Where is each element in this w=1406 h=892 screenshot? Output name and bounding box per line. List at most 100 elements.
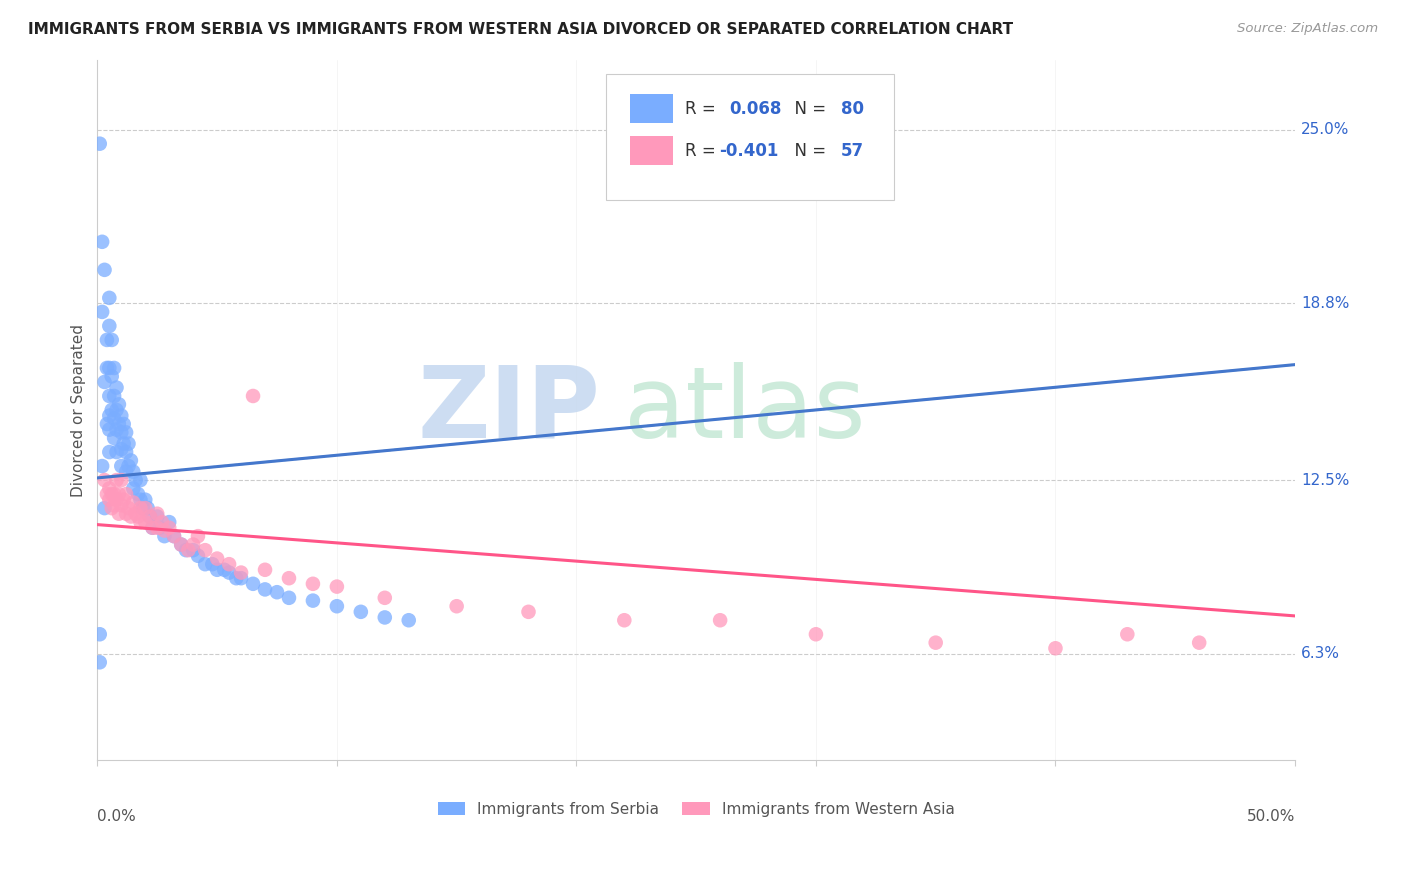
Point [134, 515, 156, 529]
Point [100, 333, 122, 347]
Point [112, 417, 135, 431]
Point [174, 543, 197, 558]
Point [218, 557, 240, 571]
Point [98, 389, 121, 403]
Point [91, 305, 114, 319]
Point [120, 509, 142, 524]
Text: ZIP: ZIP [418, 361, 600, 458]
Point [117, 436, 139, 450]
Text: 57: 57 [841, 142, 865, 160]
Point [120, 453, 142, 467]
Point [163, 529, 186, 543]
Point [96, 487, 118, 501]
Point [98, 445, 121, 459]
Point [1116, 627, 1139, 641]
Point [93, 473, 115, 487]
Point [115, 425, 138, 440]
Point [110, 425, 132, 440]
Point [134, 492, 156, 507]
Point [398, 613, 420, 627]
Point [374, 591, 396, 605]
Point [136, 501, 159, 516]
Point [98, 492, 121, 507]
Point [112, 492, 135, 507]
Point [108, 507, 131, 521]
Point [229, 566, 252, 580]
Point [110, 498, 132, 512]
Point [170, 537, 193, 551]
Point [115, 445, 138, 459]
Point [205, 551, 228, 566]
FancyBboxPatch shape [630, 94, 673, 123]
Point [124, 473, 146, 487]
Point [613, 613, 636, 627]
Text: 25.0%: 25.0% [1301, 122, 1350, 137]
Point [242, 389, 264, 403]
Text: R =: R = [685, 142, 721, 160]
Point [326, 580, 349, 594]
Point [98, 409, 121, 423]
Point [122, 465, 145, 479]
Text: atlas: atlas [624, 361, 866, 458]
Text: Source: ZipAtlas.com: Source: ZipAtlas.com [1237, 22, 1378, 36]
Point [93, 263, 115, 277]
Point [100, 501, 122, 516]
Point [139, 509, 162, 524]
Point [157, 515, 180, 529]
Point [103, 431, 125, 445]
Point [127, 509, 149, 524]
Point [181, 537, 204, 551]
Point [105, 473, 128, 487]
Text: 6.3%: 6.3% [1301, 647, 1340, 661]
Point [110, 409, 132, 423]
Point [153, 524, 176, 538]
Point [214, 563, 236, 577]
Point [105, 492, 128, 507]
Point [146, 521, 169, 535]
Point [129, 501, 152, 516]
Point [149, 521, 172, 535]
Point [89, 655, 111, 669]
Point [117, 501, 139, 516]
Point [446, 599, 468, 614]
Point [302, 576, 325, 591]
Point [157, 521, 180, 535]
Point [98, 482, 121, 496]
Point [132, 501, 155, 516]
Point [253, 563, 276, 577]
Point [103, 411, 125, 425]
Point [804, 627, 827, 641]
Point [709, 613, 731, 627]
Point [218, 566, 240, 580]
Point [181, 543, 204, 558]
Point [129, 515, 152, 529]
Point [141, 521, 163, 535]
Point [115, 487, 138, 501]
Point [374, 610, 396, 624]
Point [103, 389, 125, 403]
Point [117, 458, 139, 473]
Point [326, 599, 349, 614]
Point [146, 507, 169, 521]
Text: 18.8%: 18.8% [1301, 296, 1350, 311]
FancyBboxPatch shape [630, 136, 673, 165]
Point [302, 593, 325, 607]
FancyBboxPatch shape [606, 74, 894, 200]
Text: 80: 80 [841, 100, 865, 118]
Point [124, 507, 146, 521]
Point [110, 458, 132, 473]
Point [134, 501, 156, 516]
Point [98, 423, 121, 437]
Point [98, 291, 121, 305]
Point [115, 465, 138, 479]
Point [105, 423, 128, 437]
Point [350, 605, 373, 619]
Text: 0.068: 0.068 [730, 100, 782, 118]
Point [96, 361, 118, 376]
Point [177, 543, 200, 558]
Point [105, 403, 128, 417]
Point [1045, 641, 1067, 656]
Point [100, 403, 122, 417]
Point [253, 582, 276, 597]
Point [194, 557, 217, 571]
